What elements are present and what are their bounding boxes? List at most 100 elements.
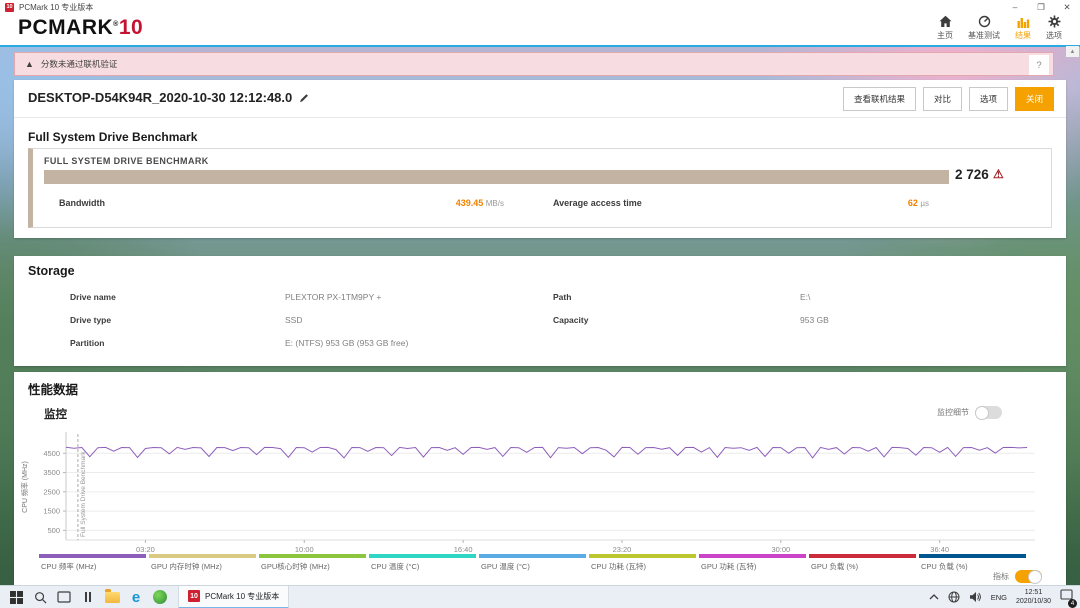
legend-label: CPU 温度 (°C): [371, 562, 420, 571]
monitor-detail-label: 监控细节: [937, 408, 969, 417]
field-label: Path: [553, 292, 572, 302]
task-view-button[interactable]: [52, 586, 76, 608]
speaker-icon[interactable]: [969, 591, 982, 603]
svg-text:3500: 3500: [43, 468, 60, 477]
legend-swatch: [699, 554, 806, 558]
scroll-up-arrow[interactable]: ▲: [1066, 46, 1079, 57]
result-actions: 查看联机结果 对比 选项 关闭: [842, 87, 1054, 111]
start-button[interactable]: [4, 586, 28, 608]
search-icon: [34, 591, 46, 603]
pinned-app-button[interactable]: [76, 586, 100, 608]
legend-item-cpu-frequency[interactable]: CPU 频率 (MHz): [39, 554, 146, 572]
file-explorer-button[interactable]: [100, 586, 124, 608]
main-nav: 主页 基准测试 结果 选项: [937, 15, 1062, 41]
metric-value: 62 µs: [907, 198, 929, 208]
legend-swatch: [809, 554, 916, 558]
legend-label: GPU 内存时钟 (MHz): [151, 562, 222, 571]
nav-options[interactable]: 选项: [1046, 15, 1062, 41]
notification-button[interactable]: 4: [1060, 588, 1077, 608]
legend-swatch: [259, 554, 366, 558]
legend-item-gpu-memory-clock[interactable]: GPU 内存时钟 (MHz): [149, 554, 256, 572]
metrics-toggle[interactable]: [1015, 569, 1042, 584]
legend-label: CPU 功耗 (瓦特): [591, 562, 646, 571]
edge-icon: e: [131, 588, 141, 606]
minimize-button[interactable]: –: [1012, 2, 1018, 12]
field-value: 953 GB: [800, 315, 829, 325]
close-window-button[interactable]: ✕: [1063, 1, 1071, 12]
nav-home[interactable]: 主页: [937, 15, 953, 41]
nav-benchmarks[interactable]: 基准测试: [968, 15, 1000, 41]
tray-date: 2020/10/30: [1015, 598, 1051, 605]
edge-button[interactable]: e: [124, 586, 148, 608]
toggle-knob: [975, 405, 989, 420]
legend-item-cpu-temperature[interactable]: CPU 温度 (°C): [369, 554, 476, 572]
svg-text:Full System Drive Benchmark: Full System Drive Benchmark: [80, 451, 87, 537]
legend-label: CPU 负载 (%): [921, 562, 968, 571]
legend-item-gpu-power[interactable]: GPU 功耗 (瓦特): [699, 554, 806, 572]
clock[interactable]: 12:51 2020/10/30: [1016, 588, 1051, 606]
bar-chart-icon: [1017, 18, 1029, 28]
maximize-button[interactable]: ❐: [1037, 1, 1045, 12]
legend-item-cpu-load[interactable]: CPU 负载 (%): [919, 554, 1026, 572]
nav-label: 基准测试: [968, 31, 1000, 40]
svg-text:16:40: 16:40: [454, 545, 473, 554]
storage-card: Storage Drive name PLEXTOR PX-1TM9PY + P…: [14, 256, 1066, 366]
browser-button[interactable]: [148, 586, 172, 608]
legend-item-gpu-temperature[interactable]: GPU 温度 (°C): [479, 554, 586, 572]
browser-icon: [153, 590, 167, 604]
nav-label: 结果: [1015, 31, 1031, 40]
legend-label: GPU 功耗 (瓦特): [701, 562, 757, 571]
svg-text:2500: 2500: [43, 487, 60, 496]
metric-label: Bandwidth: [59, 198, 105, 208]
pencil-icon[interactable]: [299, 93, 309, 103]
legend-label: GPU 负载 (%): [811, 562, 859, 571]
view-online-result-button[interactable]: 查看联机结果: [842, 87, 916, 111]
monitor-detail-toggle-row: 监控细节: [937, 405, 1002, 420]
nav-results[interactable]: 结果: [1015, 15, 1031, 41]
result-card: DESKTOP-D54K94R_2020-10-30 12:12:48.0 查看…: [14, 80, 1066, 238]
task-view-icon: [57, 591, 71, 603]
field-label: Drive type: [70, 315, 112, 325]
benchmark-name: FULL SYSTEM DRIVE BENCHMARK: [44, 156, 209, 166]
monitoring-title: 监控: [44, 409, 67, 421]
field-value: PLEXTOR PX-1TM9PY +: [285, 292, 382, 302]
svg-text:4500: 4500: [43, 449, 60, 458]
pinned-app-icon: [85, 592, 91, 602]
gauge-icon: [978, 15, 990, 28]
window-title: PCMark 10 专业版本: [19, 2, 94, 12]
notification-badge: 4: [1068, 599, 1077, 608]
legend-swatch: [369, 554, 476, 558]
windows-taskbar: e 10 PCMark 10 专业版本 ENG 12:51 2020/10/30…: [0, 585, 1080, 608]
metric-label: Average access time: [553, 198, 642, 208]
start-icon: [9, 590, 23, 604]
field-value: SSD: [285, 315, 303, 325]
score-bar: [44, 170, 949, 184]
legend-item-gpu-core-clock[interactable]: GPU核心时钟 (MHz): [259, 554, 366, 572]
tray-time: 12:51: [1024, 588, 1043, 596]
language-indicator[interactable]: ENG: [990, 592, 1007, 602]
compare-button[interactable]: 对比: [922, 87, 962, 111]
legend-item-gpu-load[interactable]: GPU 负载 (%): [809, 554, 916, 572]
svg-text:36:40: 36:40: [930, 545, 949, 554]
metric-value: 439.45 MB/s: [455, 198, 504, 208]
search-button[interactable]: [28, 586, 52, 608]
close-result-button[interactable]: 关闭: [1014, 87, 1054, 111]
taskbar-app-pcmark[interactable]: 10 PCMark 10 专业版本: [178, 585, 290, 608]
field-label: Capacity: [553, 315, 589, 325]
network-globe-icon[interactable]: [948, 591, 960, 603]
legend-swatch: [919, 554, 1026, 558]
gear-icon: [1048, 15, 1060, 28]
taskbar-app-label: PCMark 10 专业版本: [205, 591, 280, 601]
help-button[interactable]: ?: [1029, 55, 1049, 75]
monitor-detail-toggle[interactable]: [975, 405, 1002, 420]
legend-item-cpu-power[interactable]: CPU 功耗 (瓦特): [589, 554, 696, 572]
svg-text:10:00: 10:00: [295, 545, 314, 554]
notification-icon: [1060, 589, 1073, 600]
file-explorer-icon: [104, 589, 120, 603]
svg-text:23:20: 23:20: [613, 545, 632, 554]
options-button[interactable]: 选项: [968, 87, 1008, 111]
field-label: Drive name: [70, 292, 116, 302]
chevron-up-icon[interactable]: [929, 593, 939, 601]
nav-label: 主页: [937, 31, 953, 40]
